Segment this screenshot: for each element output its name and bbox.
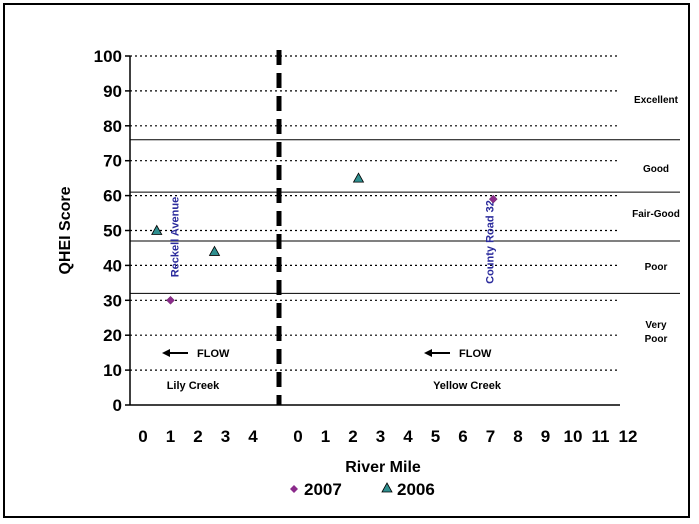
data-point-2006: [208, 245, 221, 256]
x-tick-label: 0: [293, 427, 302, 446]
x-tick-label: 8: [513, 427, 522, 446]
panel-label-lily-creek: Lily Creek: [167, 380, 220, 392]
x-tick-label: 5: [431, 427, 440, 446]
flow-yellow-label: FLOW: [459, 348, 492, 360]
site-label: Reckell Avenue: [170, 197, 182, 278]
flow-lily-label: FLOW: [197, 348, 230, 360]
x-tick-label: 10: [564, 427, 583, 446]
chart-frame: [3, 3, 690, 518]
x-axis-title: River Mile: [345, 459, 421, 476]
y-tick-label: 70: [103, 152, 122, 171]
data-point-2006: [352, 172, 365, 183]
legend-label-2007: 2007: [304, 480, 342, 499]
x-tick-label: 9: [541, 427, 550, 446]
x-tick-label: 11: [592, 427, 610, 446]
y-tick-label: 40: [103, 256, 122, 275]
site-label: County Road 32: [484, 200, 496, 284]
x-tick-label: 4: [403, 427, 413, 446]
y-tick-label: 20: [103, 326, 122, 345]
data-point-2007: [488, 194, 498, 204]
x-tick-label: 0: [138, 427, 147, 446]
legend-marker-2007: [290, 485, 298, 493]
band-label: Excellent: [634, 95, 679, 106]
y-tick-label: 0: [113, 396, 122, 415]
x-tick-label: 1: [321, 427, 330, 446]
y-tick-label: 80: [103, 117, 122, 136]
x-tick-label: 3: [376, 427, 385, 446]
y-tick-label: 60: [103, 187, 122, 206]
band-label: Poor: [645, 262, 668, 273]
panel-label-yellow-creek: Yellow Creek: [433, 380, 502, 392]
y-axis-title: QHEI Score: [57, 186, 74, 274]
band-label: Very: [645, 320, 667, 331]
y-tick-label: 10: [103, 361, 122, 380]
y-tick-label: 100: [94, 47, 122, 66]
flow-yellow-arrow-head: [424, 349, 432, 357]
data-point-2007: [166, 295, 175, 305]
x-tick-label: 2: [193, 427, 202, 446]
x-tick-label: 1: [166, 427, 175, 446]
band-label: Fair-Good: [632, 209, 680, 220]
band-label: Poor: [645, 334, 668, 345]
x-tick-label: 2: [348, 427, 357, 446]
legend-marker-2006: [381, 482, 393, 493]
band-label: Good: [643, 164, 669, 175]
x-tick-label: 4: [248, 427, 258, 446]
flow-lily-arrow-head: [162, 349, 170, 357]
y-tick-label: 50: [103, 222, 122, 241]
x-tick-label: 7: [486, 427, 495, 446]
x-tick-label: 3: [221, 427, 230, 446]
legend-label-2006: 2006: [397, 480, 435, 499]
x-tick-label: 6: [458, 427, 467, 446]
y-tick-label: 90: [103, 82, 122, 101]
data-point-2006: [151, 224, 163, 235]
x-tick-label: 12: [619, 427, 638, 446]
y-tick-label: 30: [103, 291, 122, 310]
